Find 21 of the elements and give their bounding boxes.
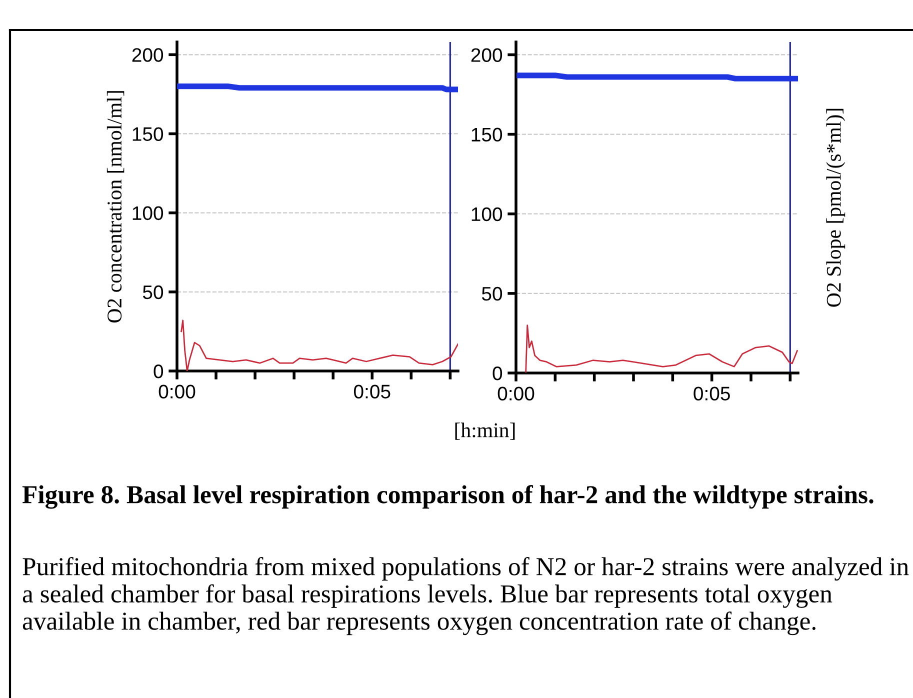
x-tick-label: 0:00 [158,384,196,398]
line-series [180,320,458,371]
y-tick-label: 50 [142,285,164,300]
y-tick-label: 200 [132,48,164,62]
x-tick-label: 0:00 [498,386,534,400]
y-axis-title: O2 concentration [nmol/ml] [106,91,124,323]
y-tick-label: 200 [471,48,502,62]
y-tick-label: 0 [154,364,164,378]
y-tick-label: 100 [472,207,502,222]
x-tick-label: 0:05 [694,386,730,400]
y-tick-label: 100 [132,206,164,220]
text: Purified mitochondria from mixed populations of N2 or har-2 strains were analyzed in a sealed chamber for basal respirations levels. Blue bar represents total oxygen available in chamber, red bar represents oxygen concentration rate of change. [22,557,909,636]
x-tick-label: 0:05 [354,384,390,398]
y-tick-label: 150 [132,127,164,141]
caption: Figure 8. Basal level respiration comparison of har-2 and the wildtype strains. [22,485,874,509]
y-tick-label: 150 [472,128,502,142]
line-series [525,324,798,373]
y-tick-label: 0 [492,366,502,380]
y-tick-label: 50 [482,286,502,301]
y2-axis-title: O2 Slope [pmol/(s*ml)] [826,108,846,307]
x-axis-title: [h:min] [455,422,515,440]
